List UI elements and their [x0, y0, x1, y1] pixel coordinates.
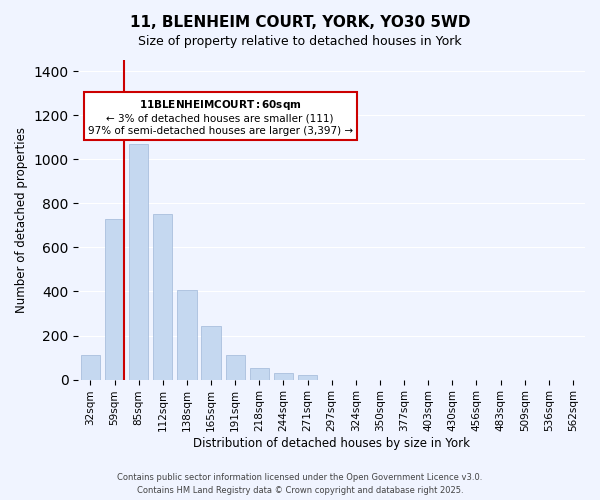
Text: Size of property relative to detached houses in York: Size of property relative to detached ho… — [138, 35, 462, 48]
Text: 11, BLENHEIM COURT, YORK, YO30 5WD: 11, BLENHEIM COURT, YORK, YO30 5WD — [130, 15, 470, 30]
Y-axis label: Number of detached properties: Number of detached properties — [15, 127, 28, 313]
Bar — [274, 374, 293, 380]
Bar — [226, 355, 245, 380]
Bar — [105, 218, 124, 380]
Bar — [298, 374, 317, 380]
Text: $\bf{11 BLENHEIM COURT: 60sqm}$
← 3% of detached houses are smaller (111)
97% of: $\bf{11 BLENHEIM COURT: 60sqm}$ ← 3% of … — [88, 98, 353, 136]
Bar — [202, 326, 221, 380]
Text: Contains HM Land Registry data © Crown copyright and database right 2025.: Contains HM Land Registry data © Crown c… — [137, 486, 463, 495]
Bar — [129, 144, 148, 380]
Bar — [81, 356, 100, 380]
X-axis label: Distribution of detached houses by size in York: Distribution of detached houses by size … — [193, 437, 470, 450]
Text: Contains public sector information licensed under the Open Government Licence v3: Contains public sector information licen… — [118, 474, 482, 482]
Bar — [153, 214, 172, 380]
Bar — [178, 290, 197, 380]
Bar — [250, 368, 269, 380]
